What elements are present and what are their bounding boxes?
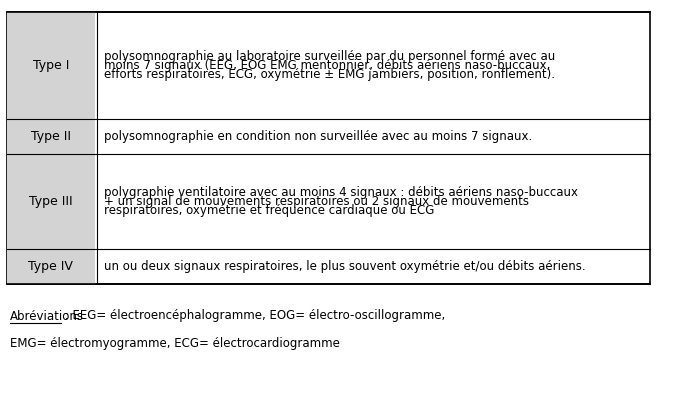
Text: EMG= électromyogramme, ECG= électrocardiogramme: EMG= électromyogramme, ECG= électrocardi… [10,337,340,350]
Text: Abréviations: Abréviations [10,310,84,322]
Text: Type II: Type II [31,130,71,143]
Bar [7,12,95,119]
Bar [7,249,95,284]
Text: : EEG= électroencéphalogramme, EOG= électro-oscillogramme,: : EEG= électroencéphalogramme, EOG= élec… [61,310,445,322]
Bar [7,154,95,249]
Text: moins 7 signaux (EEG, EOG EMG mentonnier, débits aériens naso-buccaux,: moins 7 signaux (EEG, EOG EMG mentonnier… [104,59,551,72]
Text: polysomnographie au laboratoire surveillée par du personnel formé avec au: polysomnographie au laboratoire surveill… [104,50,555,63]
Bar [7,119,95,154]
Text: respiratoires, oxymétrie et fréquence cardiaque ou ECG: respiratoires, oxymétrie et fréquence ca… [104,204,434,217]
Text: Type IV: Type IV [28,260,73,273]
Text: polysomnographie en condition non surveillée avec au moins 7 signaux.: polysomnographie en condition non survei… [104,130,532,143]
Bar [7,12,650,284]
Text: + un signal de mouvements respiratoires ou 2 signaux de mouvements: + un signal de mouvements respiratoires … [104,195,528,208]
Text: polygraphie ventilatoire avec au moins 4 signaux : débits aériens naso-buccaux: polygraphie ventilatoire avec au moins 4… [104,186,578,199]
Text: Type III: Type III [29,195,73,208]
Text: un ou deux signaux respiratoires, le plus souvent oxymétrie et/ou débits aériens: un ou deux signaux respiratoires, le plu… [104,260,586,273]
Text: efforts respiratoires, ECG, oxymétrie ± EMG jambiers, position, ronflement).: efforts respiratoires, ECG, oxymétrie ± … [104,68,555,81]
Text: Type I: Type I [33,59,69,72]
